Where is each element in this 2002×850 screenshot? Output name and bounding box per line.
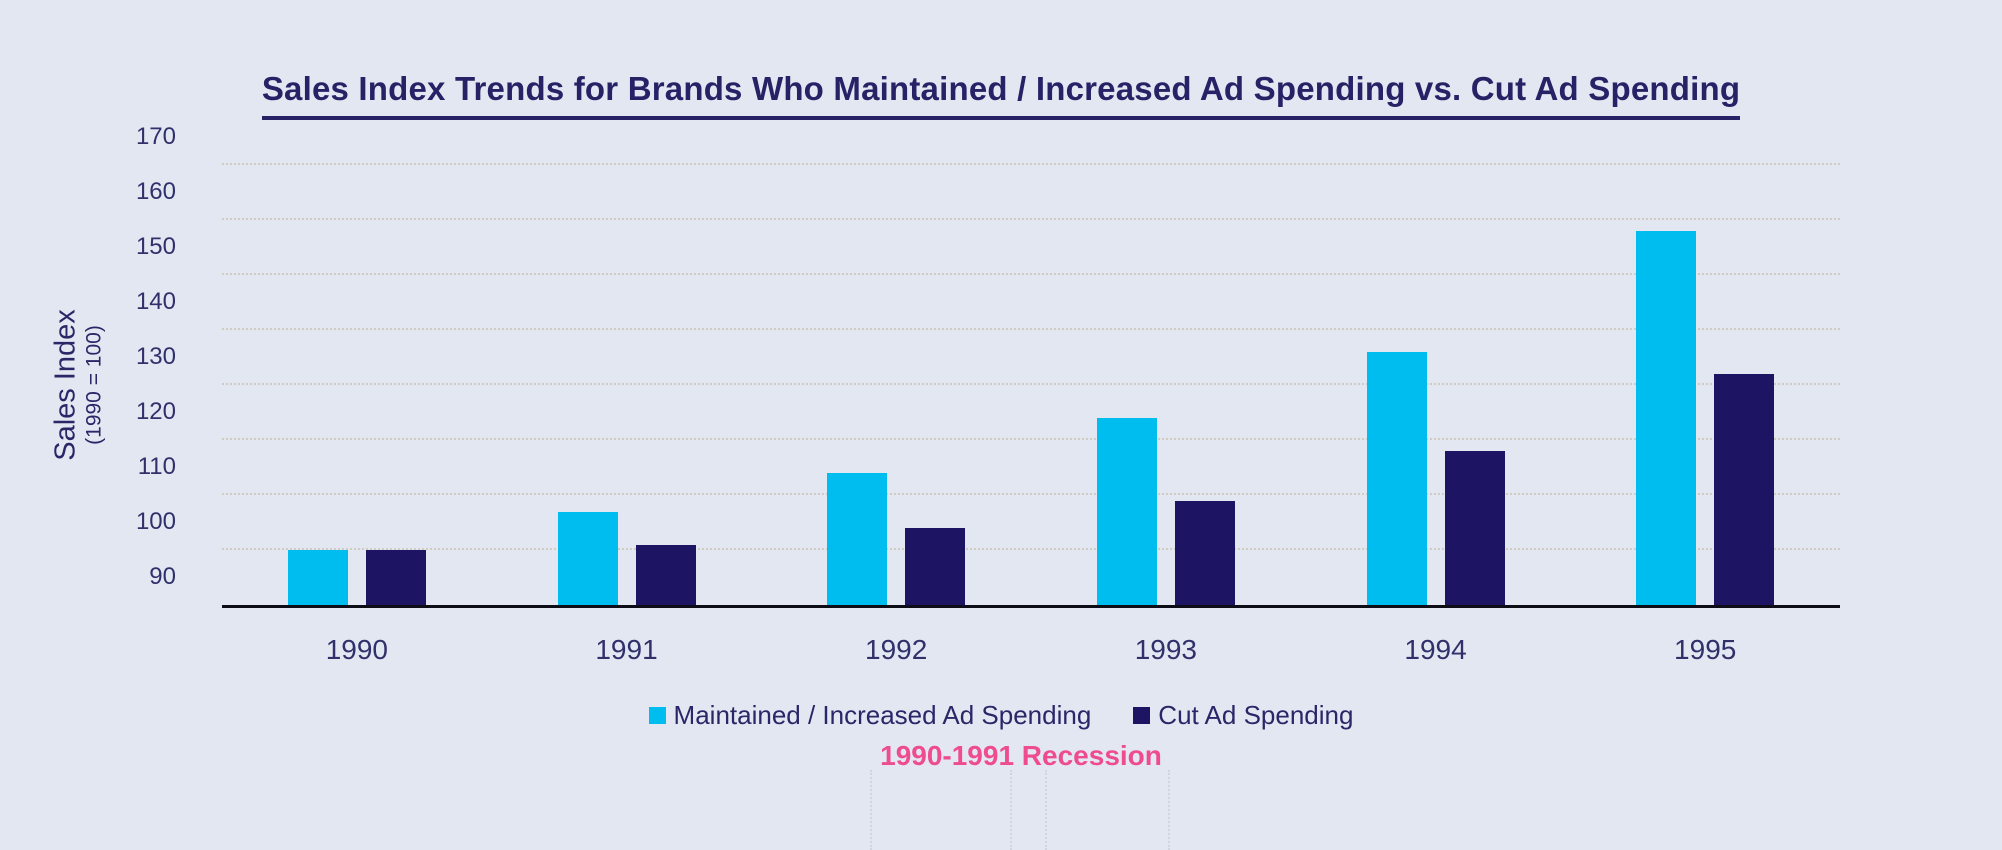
x-tick-label-1993: 1993 (1134, 634, 1197, 665)
bar-cut-1991 (635, 544, 696, 605)
y-axis-title-main: Sales Index (49, 309, 82, 461)
x-tick-label-1990: 1990 (325, 634, 388, 665)
gridline-130 (222, 383, 1840, 385)
artifact-dotted-line (1168, 770, 1170, 850)
gridline-160 (222, 218, 1840, 220)
y-tick-label-150: 150 (135, 233, 176, 260)
bar-maintained-1992 (827, 473, 888, 605)
legend-item-cut: Cut Ad Spending (1133, 700, 1353, 731)
y-tick-label-120: 120 (135, 398, 176, 425)
bar-groups-layer (222, 165, 1840, 605)
bar-cut-1995 (1714, 374, 1775, 605)
bar-group-1993 (1031, 165, 1301, 605)
legend-swatch-cut (1133, 707, 1151, 724)
y-tick-label-160: 160 (135, 178, 176, 205)
plot-area: 90 100 110 120 130 140 150 160 170 (136, 123, 1840, 608)
bar-maintained-1995 (1636, 231, 1697, 605)
y-tick-label-90: 90 (149, 563, 176, 590)
bar-maintained-1991 (557, 511, 618, 605)
artifact-dotted-line (1010, 770, 1012, 850)
gridline-100 (222, 548, 1840, 550)
annotation-row: 1990-1991 Recession (20, 740, 2002, 772)
y-tick-label-170: 170 (135, 123, 176, 150)
y-axis-title-sub: (1990 = 100) (82, 325, 106, 445)
chart-title: Sales Index Trends for Brands Who Mainta… (261, 70, 1741, 120)
bar-maintained-1994 (1366, 352, 1427, 605)
y-axis-title: Sales Index (1990 = 100) (49, 309, 106, 461)
bar-maintained-1990 (287, 550, 348, 605)
bar-group-1991 (492, 165, 762, 605)
bar-cut-1993 (1174, 500, 1235, 605)
x-tick-label-1991: 1991 (595, 634, 658, 665)
gridline-140 (222, 328, 1840, 330)
artifact-dotted-line (1045, 770, 1047, 850)
bar-cut-1992 (905, 528, 966, 605)
y-tick-label-130: 130 (135, 343, 176, 370)
legend-label-cut: Cut Ad Spending (1158, 700, 1354, 730)
legend-swatch-maintained (648, 707, 666, 724)
legend-item-maintained: Maintained / Increased Ad Spending (648, 700, 1092, 731)
gridline-150 (222, 273, 1840, 275)
x-tick-label-1994: 1994 (1404, 634, 1467, 665)
gridline-170 (222, 163, 1840, 165)
bar-cut-1990 (365, 550, 426, 605)
bar-maintained-1993 (1096, 418, 1157, 605)
bar-cut-1994 (1444, 451, 1505, 605)
gridline-120 (222, 438, 1840, 440)
x-axis-labels: 1990 1991 1992 1993 1994 1995 (222, 634, 1840, 666)
title-row: Sales Index Trends for Brands Who Mainta… (0, 70, 2002, 120)
legend-label-maintained: Maintained / Increased Ad Spending (673, 700, 1092, 730)
legend: Maintained / Increased Ad Spending Cut A… (0, 700, 2002, 731)
y-tick-label-110: 110 (137, 453, 176, 480)
artifact-dotted-line (870, 770, 872, 850)
x-tick-label-1995: 1995 (1674, 634, 1737, 665)
bar-group-1992 (761, 165, 1031, 605)
recession-annotation: 1990-1991 Recession (880, 740, 1162, 771)
gridline-110 (222, 493, 1840, 495)
bar-group-1990 (222, 165, 492, 605)
x-tick-label-1992: 1992 (865, 634, 928, 665)
bar-group-1995 (1570, 165, 1840, 605)
y-tick-label-100: 100 (135, 508, 176, 535)
y-tick-label-140: 140 (135, 288, 176, 315)
bar-group-1994 (1301, 165, 1571, 605)
